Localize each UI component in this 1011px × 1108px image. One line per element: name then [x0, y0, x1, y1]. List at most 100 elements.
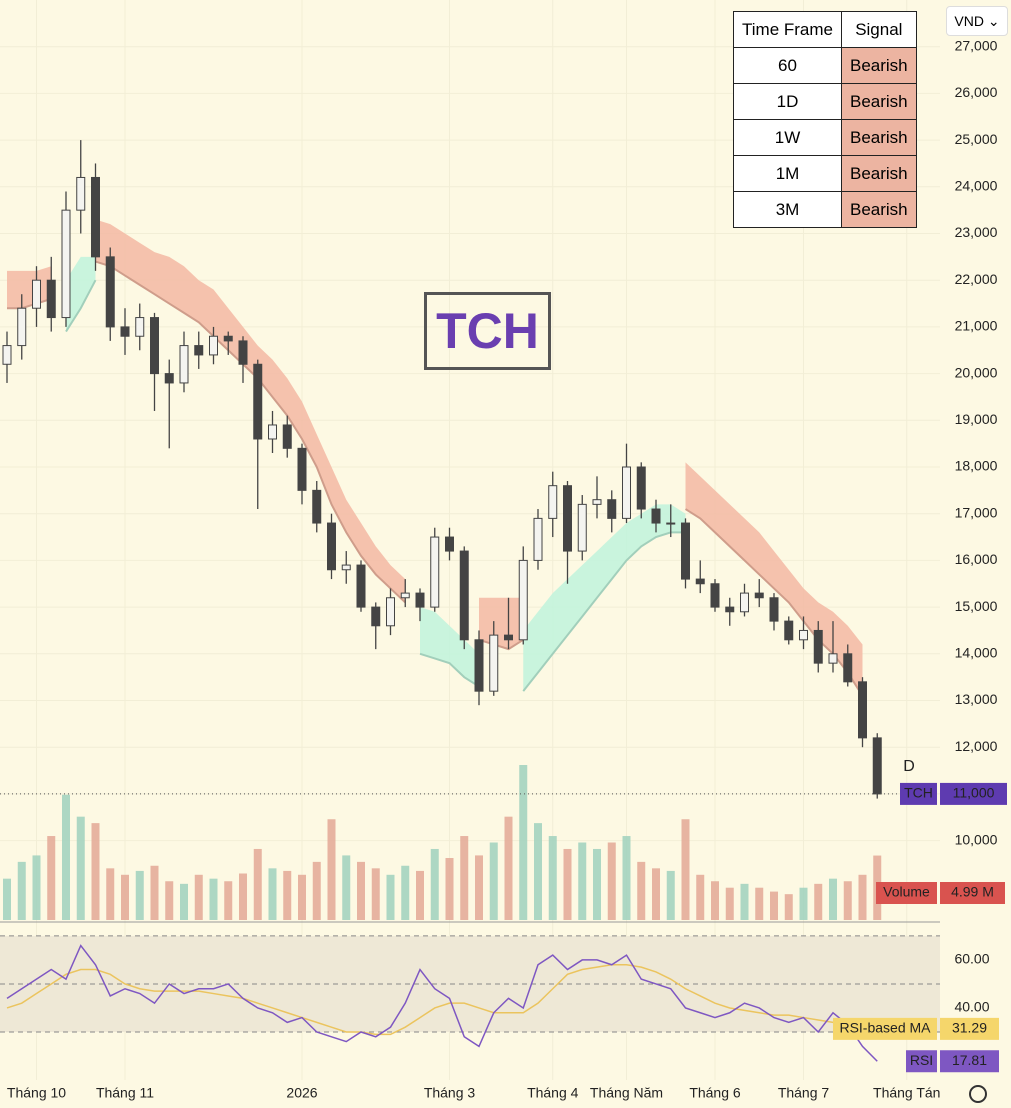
volume-bar	[209, 878, 218, 920]
volume-bar	[563, 848, 572, 920]
signal-cell: Bearish	[841, 119, 917, 156]
cloud	[95, 219, 406, 603]
rsi-ma-name-bg	[833, 1017, 937, 1040]
candle-body	[622, 466, 631, 519]
volume-bar	[47, 836, 56, 920]
candle-body	[769, 597, 779, 622]
candle-body	[489, 634, 499, 692]
volume-bar	[371, 868, 380, 920]
volume-bar	[17, 861, 26, 920]
candle-body	[563, 485, 572, 552]
volume-bar	[829, 878, 837, 920]
volume-bar	[460, 836, 469, 920]
candle-body	[17, 307, 27, 347]
volume-bar	[91, 823, 100, 920]
candle-body	[843, 653, 853, 683]
candle-body	[46, 279, 56, 319]
volume-bar	[445, 858, 454, 920]
volume-bar	[283, 870, 292, 920]
volume-name: Volume	[883, 884, 930, 900]
volume-bar	[637, 861, 646, 920]
volume-bar	[253, 848, 262, 920]
candle-body	[681, 522, 690, 580]
volume-bar	[607, 842, 616, 920]
y-tick-label: 21,000	[955, 318, 998, 334]
volume-bar	[858, 874, 867, 920]
timeframe-cell: 1D	[733, 83, 842, 120]
candle-body	[872, 737, 882, 795]
cloud-edge	[522, 531, 686, 692]
settings-icon[interactable]	[969, 1085, 987, 1103]
volume-bar	[799, 887, 808, 920]
candle-body	[253, 363, 263, 440]
volume-bar	[165, 881, 174, 920]
cloud-edge	[95, 260, 406, 604]
volume-bar	[489, 842, 498, 920]
candle-body	[784, 620, 794, 641]
volume-bar	[3, 878, 11, 920]
volume-bar	[578, 842, 587, 920]
volume-bar	[534, 823, 542, 920]
currency-dropdown[interactable]: VND ⌄	[946, 6, 1008, 36]
signal-table: Time Frame Signal 60 Bearish 1D Bearish 1W Bea…	[733, 11, 917, 228]
candle-body	[105, 256, 115, 328]
signal-cell: Bearish	[841, 155, 917, 192]
candle-body	[327, 522, 336, 571]
candle-body	[179, 345, 189, 384]
cloud-edge	[419, 652, 480, 688]
last-price-label-bg	[940, 782, 1007, 805]
timeframe-cell: 1M	[733, 155, 842, 192]
volume-bar	[622, 836, 631, 920]
signal-cell: Bearish	[841, 191, 917, 228]
volume-bar	[475, 855, 483, 920]
candle-body	[135, 317, 145, 337]
volume-label: 4.99 M	[951, 884, 994, 900]
volume-bar	[239, 873, 247, 920]
cloud-edge	[65, 279, 97, 333]
volume-bar	[106, 868, 115, 920]
y-tick-label: 13,000	[955, 691, 998, 707]
candle-body	[356, 564, 366, 608]
y-tick-label: 17,000	[955, 504, 998, 520]
timeframe-cell: 3M	[733, 191, 842, 228]
timeframe-cell: 1W	[733, 119, 842, 156]
volume-bar	[76, 816, 85, 920]
candle-body	[76, 176, 86, 211]
rsi-ma-value-bg	[940, 1017, 999, 1040]
volume-bar	[504, 816, 513, 920]
candle-body	[740, 592, 749, 613]
volume-bar	[298, 874, 306, 920]
timeframe-cell: 60	[733, 47, 842, 84]
candle-body	[164, 373, 174, 384]
rsi-ma-value: 31.29	[952, 1020, 987, 1036]
y-tick-label: 19,000	[955, 411, 998, 427]
x-tick-label: Tháng 7	[778, 1085, 830, 1101]
candle-body	[400, 592, 410, 599]
x-tick-label: Tháng Tán	[873, 1085, 940, 1101]
volume-bar	[755, 887, 764, 920]
rsi-tick-label: 60.00	[954, 951, 989, 967]
volume-bar	[150, 865, 159, 920]
candle-body	[371, 606, 381, 627]
candle-body	[445, 536, 454, 552]
symbol-label: TCH	[904, 785, 933, 801]
volume-bar	[696, 874, 705, 920]
candle-body	[636, 466, 646, 510]
volume-bar	[593, 848, 601, 920]
candle-body	[548, 485, 558, 519]
y-tick-label: 23,000	[955, 224, 998, 240]
candle-body	[120, 326, 130, 337]
candle-body	[858, 681, 867, 739]
y-tick-label: 12,000	[955, 738, 998, 754]
y-tick-label: 15,000	[955, 598, 998, 614]
currency: VND	[954, 13, 984, 29]
cloud-edge	[7, 297, 52, 310]
candle-body	[312, 489, 322, 524]
symbol-label-bg	[900, 782, 937, 805]
volume-bar	[62, 794, 70, 920]
candle-body	[209, 335, 218, 356]
y-tick-label: 26,000	[955, 84, 998, 100]
candle-body	[695, 578, 705, 585]
